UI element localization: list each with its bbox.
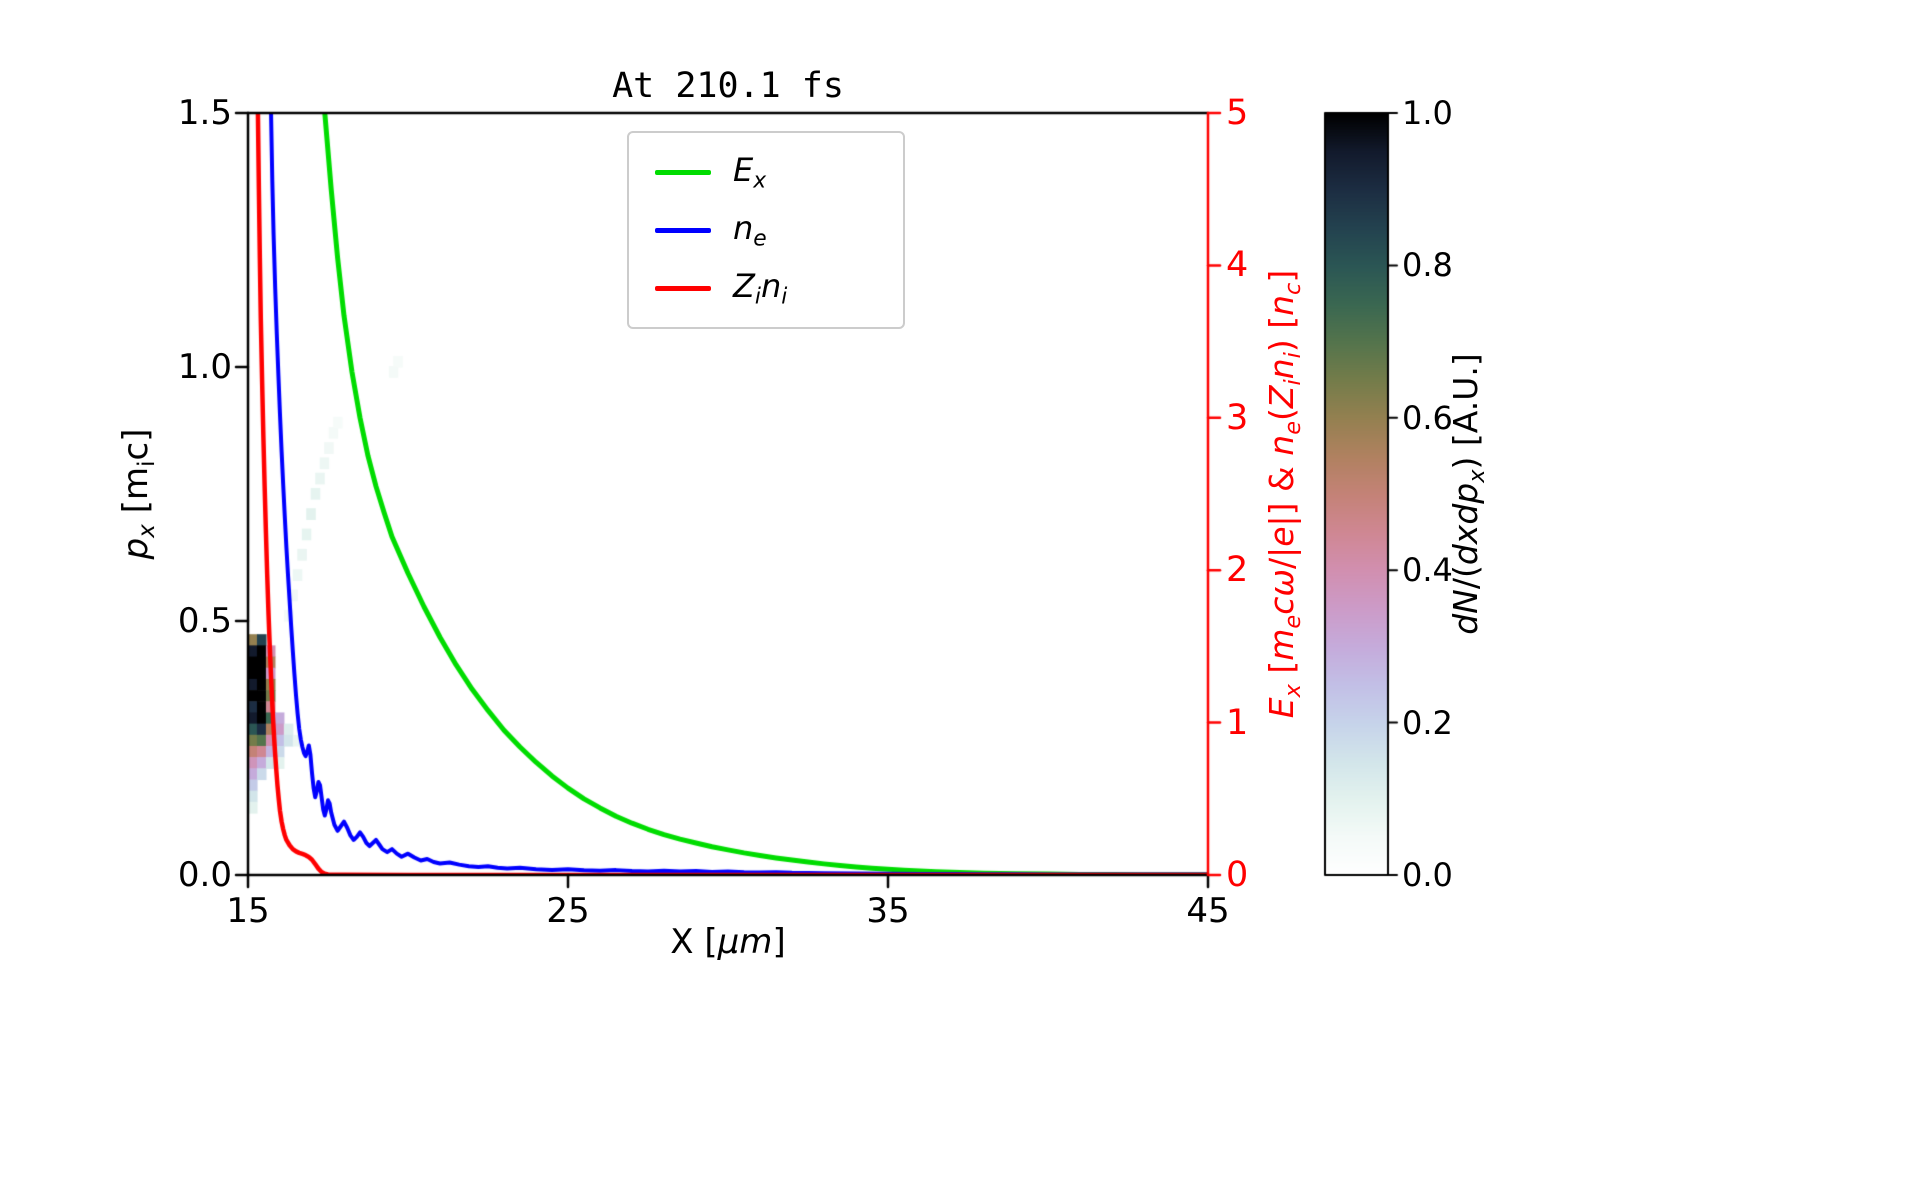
y-left-tick-label: 0.5 [177, 601, 232, 641]
label-segment: e [1279, 420, 1306, 435]
label-segment: p [116, 537, 157, 560]
label-segment: Z [733, 266, 755, 305]
label-segment: E [733, 150, 754, 189]
label-segment: d [1446, 613, 1486, 635]
legend: Ex ne Zini [627, 131, 905, 329]
label-segment: c [1279, 282, 1306, 295]
label-segment: /| [1262, 546, 1302, 569]
legend-label: Ex [733, 151, 766, 194]
label-segment: n [1262, 358, 1302, 380]
plot-title: At 210.1 fs [612, 66, 844, 106]
y-left-tick-label: 0.0 [177, 855, 232, 895]
legend-item: Ex [655, 143, 877, 201]
label-segment: c] [116, 428, 157, 461]
label-segment: E [1262, 697, 1302, 719]
label-segment: |] & [1262, 455, 1302, 527]
legend-item: ne [655, 201, 877, 259]
label-segment: ( [1262, 408, 1302, 421]
y-left-tick-label: 1.5 [177, 93, 232, 133]
label-segment: ] [772, 922, 786, 962]
legend-item: Zini [655, 259, 877, 317]
x-axis-label: X [μm] [670, 922, 785, 962]
label-segment: x [133, 524, 160, 538]
label-segment: p [1446, 482, 1486, 504]
label-segment: i [781, 284, 788, 310]
y-left-tick-label: 1.0 [177, 347, 232, 387]
y-right-tick-label: 5 [1226, 93, 1249, 133]
y-axis-label-left: px [mic] [116, 429, 160, 560]
x-tick-label: 25 [546, 891, 590, 931]
y-right-tick-label: 0 [1226, 855, 1249, 895]
label-segment: m [1262, 628, 1302, 661]
label-segment: x [753, 168, 767, 194]
label-segment: e [753, 226, 767, 252]
label-segment: ω [1262, 569, 1302, 597]
colorbar-tick-label: 0.6 [1402, 398, 1453, 437]
label-segment: e [1279, 614, 1306, 629]
label-segment: n [760, 266, 782, 305]
label-segment: [m [116, 466, 157, 525]
y-axis-label-right: Ex [mecω/|e|] & ne(Zini) [nc] [1262, 270, 1306, 719]
y-right-tick-label: 4 [1226, 245, 1249, 286]
label-segment: μm [717, 922, 773, 962]
colorbar-tick-label: 0.8 [1402, 246, 1453, 285]
label-segment: Z [1262, 385, 1302, 409]
colorbar-tick-label: 0.2 [1402, 703, 1453, 742]
colorbar-tick-label: 1.0 [1402, 94, 1453, 132]
label-segment: n [1262, 434, 1302, 456]
label-segment: e [1262, 526, 1302, 547]
x-tick-label: 35 [866, 891, 910, 931]
legend-label: Zini [733, 267, 787, 310]
label-segment: i [1279, 352, 1306, 359]
colorbar-label: dN/(dxdpx) [A.U.] [1446, 353, 1490, 635]
label-segment: x [1463, 469, 1490, 483]
label-segment: n [1262, 294, 1302, 316]
colorbar-tick-label: 0.0 [1402, 856, 1453, 894]
y-right-tick-label: 1 [1226, 702, 1249, 743]
label-segment: i [1279, 379, 1306, 386]
legend-swatch [655, 285, 711, 291]
label-segment: i [133, 460, 160, 467]
legend-label: ne [733, 209, 767, 252]
legend-swatch [655, 227, 711, 233]
label-segment: X [ [670, 922, 718, 962]
label-segment: n [733, 208, 754, 247]
x-tick-label: 15 [226, 891, 270, 931]
label-segment: x [1279, 684, 1306, 698]
label-segment: N [1446, 589, 1486, 614]
label-segment: ) [ [1262, 315, 1302, 353]
y-right-tick-label: 2 [1226, 550, 1249, 591]
colorbar-tick-label: 0.4 [1402, 551, 1453, 590]
label-segment: d [1446, 503, 1486, 525]
label-segment: i [754, 284, 761, 310]
label-segment: ] [1262, 269, 1302, 283]
y-right-tick-label: 3 [1226, 397, 1249, 438]
legend-swatch [655, 169, 711, 175]
label-segment: [ [1262, 660, 1302, 685]
x-tick-label: 45 [1186, 891, 1230, 931]
label-segment: x [1446, 524, 1486, 545]
label-segment: c [1262, 596, 1302, 615]
